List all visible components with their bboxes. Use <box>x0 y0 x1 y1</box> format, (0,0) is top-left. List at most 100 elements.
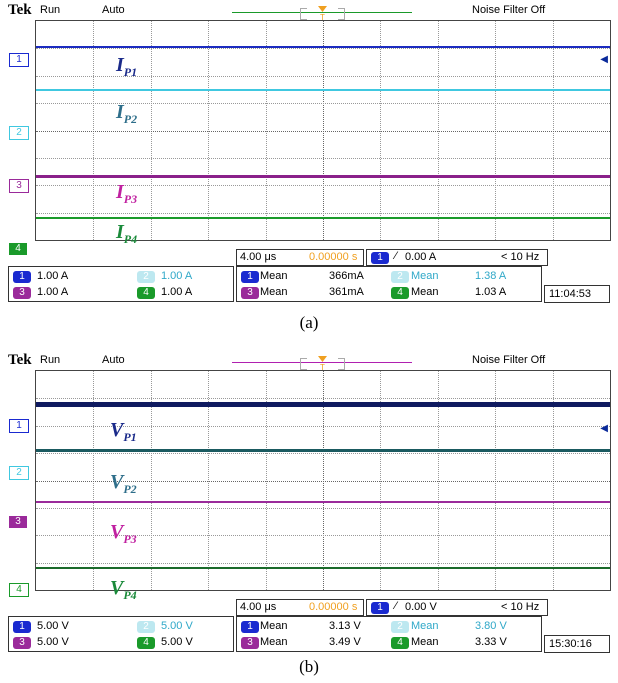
svg-text:T: T <box>320 363 325 372</box>
trigger-panel[interactable]: 1 ⁄ 0.00 V < 10 Hz <box>366 599 548 616</box>
ch1-offset-arrow-icon: ◀ <box>600 423 608 434</box>
meas3-label: Mean <box>260 286 288 298</box>
trigger-level: 0.00 V <box>405 601 437 613</box>
record-view-bar <box>232 12 412 13</box>
ch1-marker[interactable]: 1 <box>9 53 29 67</box>
clock-time: 15:30:16 <box>549 638 592 650</box>
ch1-scale: 5.00 V <box>37 620 69 632</box>
trigger-panel[interactable]: 1 ⁄ 0.00 A < 10 Hz <box>366 249 548 266</box>
meas1-value: 366mA <box>329 270 364 282</box>
trigger-position-icon[interactable]: T <box>318 6 327 24</box>
trigger-level: 0.00 A <box>405 251 437 263</box>
noise-filter-status[interactable]: Noise Filter Off <box>472 354 546 366</box>
status-bar: Tek Run Auto T Noise Filter Off <box>0 0 618 22</box>
horizontal-panel[interactable]: 4.00 μs 0.00000 s <box>236 599 364 616</box>
trigger-mode[interactable]: Auto <box>102 354 125 366</box>
trigger-position-icon[interactable]: T <box>318 356 327 374</box>
ch4-marker[interactable]: 4 <box>9 583 29 597</box>
ch2-badge: 2 <box>137 271 155 283</box>
trace-label-ip1: IP1 <box>116 54 138 79</box>
meas3-value: 361mA <box>329 286 364 298</box>
record-bracket-left <box>300 8 307 20</box>
ch1-marker[interactable]: 1 <box>9 419 29 433</box>
meas4-label: Mean <box>411 636 439 648</box>
ch1-scale: 1.00 A <box>37 270 69 282</box>
measurements-panel[interactable]: 1 Mean 366mA 2 Mean 1.38 A 3 Mean 361mA … <box>236 266 542 302</box>
ch2-badge: 2 <box>137 621 155 633</box>
meas2-value: 1.38 A <box>475 270 507 282</box>
meas4-value: 1.03 A <box>475 286 507 298</box>
ch1-badge: 1 <box>13 271 31 283</box>
trigger-frequency: < 10 Hz <box>501 601 540 613</box>
noise-filter-status[interactable]: Noise Filter Off <box>472 4 546 16</box>
meas4-badge: 4 <box>391 637 409 649</box>
caption-a: (a) <box>299 313 319 332</box>
horizontal-panel[interactable]: 4.00 μs 0.00000 s <box>236 249 364 266</box>
svg-text:T: T <box>320 13 325 22</box>
ch4-scale: 5.00 V <box>161 636 193 648</box>
vertical-scale-panel[interactable]: 1 1.00 A 2 1.00 A 3 1.00 A 4 1.00 A <box>8 266 234 302</box>
record-view-bar <box>232 362 412 363</box>
ch3-marker[interactable]: 3 <box>9 516 27 528</box>
meas2-badge: 2 <box>391 271 409 283</box>
trace-label-ip3: IP3 <box>116 181 138 206</box>
meas1-label: Mean <box>260 620 288 632</box>
meas2-label: Mean <box>411 270 439 282</box>
trace-ch1 <box>36 46 610 48</box>
ch1-offset-arrow-icon: ◀ <box>600 54 608 65</box>
rising-edge-icon: ⁄ <box>395 250 397 262</box>
caption-b: (b) <box>299 657 319 676</box>
trace-ch4 <box>36 217 610 219</box>
meas3-badge: 3 <box>241 637 259 649</box>
trigger-source-ch1: 1 <box>371 602 389 614</box>
meas2-badge: 2 <box>391 621 409 633</box>
ch2-marker[interactable]: 2 <box>9 466 29 480</box>
trigger-source-ch1: 1 <box>371 252 389 264</box>
meas3-label: Mean <box>260 636 288 648</box>
meas2-label: Mean <box>411 620 439 632</box>
trace-ch3 <box>36 501 610 503</box>
trigger-position: 0.00000 s <box>309 251 358 263</box>
trace-label-ip4: IP4 <box>116 221 138 246</box>
timebase: 4.00 μs <box>240 601 277 613</box>
meas1-badge: 1 <box>241 621 259 633</box>
ch4-badge: 4 <box>137 287 155 299</box>
ch3-scale: 1.00 A <box>37 286 69 298</box>
oscilloscope-screen-b: Tek Run Auto T Noise Filter Off ◀ VP1 VP… <box>0 350 618 655</box>
oscilloscope-screen-a: Tek Run Auto T Noise Filter Off ◀ IP1 IP… <box>0 0 618 305</box>
ch3-badge: 3 <box>13 637 31 649</box>
trigger-mode[interactable]: Auto <box>102 4 125 16</box>
meas3-badge: 3 <box>241 287 259 299</box>
meas4-value: 3.33 V <box>475 636 507 648</box>
trace-ch2 <box>36 89 610 91</box>
meas4-badge: 4 <box>391 287 409 299</box>
ch4-scale: 1.00 A <box>161 286 193 298</box>
timebase: 4.00 μs <box>240 251 277 263</box>
vertical-scale-panel[interactable]: 1 5.00 V 2 5.00 V 3 5.00 V 4 5.00 V <box>8 616 234 652</box>
brand-logo: Tek <box>8 352 32 368</box>
meas1-label: Mean <box>260 270 288 282</box>
record-bracket-right <box>338 358 345 370</box>
trigger-position: 0.00000 s <box>309 601 358 613</box>
trace-ch2 <box>36 449 610 452</box>
ch4-marker[interactable]: 4 <box>9 243 27 255</box>
ch2-scale: 1.00 A <box>161 270 193 282</box>
measurements-panel[interactable]: 1 Mean 3.13 V 2 Mean 3.80 V 3 Mean 3.49 … <box>236 616 542 652</box>
run-status[interactable]: Run <box>40 354 61 366</box>
waveform-graticule[interactable]: ◀ IP1 IP2 IP3 IP4 <box>35 20 611 246</box>
clock-panel: 15:30:16 <box>544 635 610 653</box>
ch3-marker[interactable]: 3 <box>9 179 29 193</box>
trigger-frequency: < 10 Hz <box>501 251 540 263</box>
meas2-value: 3.80 V <box>475 620 507 632</box>
rising-edge-icon: ⁄ <box>395 600 397 612</box>
waveform-graticule[interactable]: ◀ VP1 VP2 VP3 VP4 <box>35 370 611 602</box>
ch2-marker[interactable]: 2 <box>9 126 29 140</box>
clock-panel: 11:04:53 <box>544 285 610 303</box>
clock-time: 11:04:53 <box>549 288 592 300</box>
ch4-badge: 4 <box>137 637 155 649</box>
ch3-scale: 5.00 V <box>37 636 69 648</box>
ch1-badge: 1 <box>13 621 31 633</box>
ch2-scale: 5.00 V <box>161 620 193 632</box>
run-status[interactable]: Run <box>40 4 61 16</box>
record-bracket-right <box>338 8 345 20</box>
